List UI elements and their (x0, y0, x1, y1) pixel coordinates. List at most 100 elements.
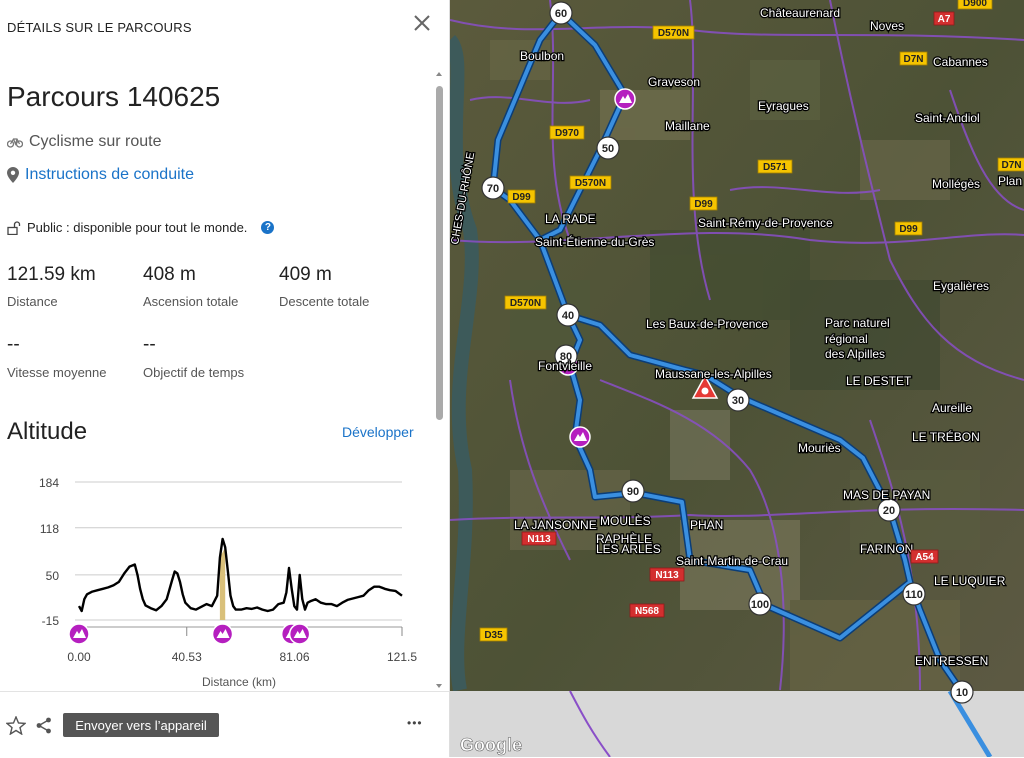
start-finish-warning-icon[interactable] (691, 374, 719, 399)
x-axis-title: Distance (km) (202, 675, 276, 689)
place-label: MOULÈS (600, 513, 651, 528)
road-shield: N113 (649, 567, 685, 582)
svg-text:110: 110 (905, 589, 923, 601)
highlight-area (219, 547, 226, 620)
svg-text:D570N: D570N (658, 28, 689, 39)
place-label: Saint-Étienne-du-Grès (535, 234, 654, 249)
km-marker: 40 (556, 303, 580, 327)
chart-y-axis: 184 118 50 -15 (39, 476, 59, 628)
chart-x-axis: 0.00 40.53 81.06 121.5 (67, 626, 417, 664)
map-labels: Châteaurenard Noves Cabannes Boulbon Graveso… (450, 0, 1024, 669)
y-tick-label: 118 (40, 522, 59, 536)
place-label: Parc naturel (825, 316, 890, 330)
time-goal-value: -- (143, 334, 156, 355)
more-options-icon[interactable]: ••• (407, 716, 423, 730)
road-shield: D970 (549, 125, 585, 140)
km-marker: 10 (950, 680, 974, 704)
road-shield: D99 (894, 221, 923, 236)
place-label: Châteaurenard (760, 6, 840, 20)
distance-value: 121.59 km (7, 264, 96, 285)
place-label: Maillane (665, 119, 710, 133)
svg-text:D7N: D7N (1001, 160, 1021, 171)
place-label: Noves (870, 19, 904, 33)
svg-text:N113: N113 (655, 570, 679, 581)
climb-marker[interactable] (68, 623, 90, 645)
place-label: Eyragues (758, 99, 809, 113)
panel-header: DÉTAILS SUR LE PARCOURS (7, 20, 192, 35)
star-icon[interactable] (6, 716, 26, 735)
x-tick-label: 0.00 (67, 650, 91, 664)
x-tick-label: 121.5 (387, 650, 417, 664)
privacy-status: Public : disponible pour tout le monde. … (7, 220, 275, 235)
climb-marker[interactable] (288, 623, 311, 645)
time-goal-label: Objectif de temps (143, 365, 245, 380)
km-marker: 20 (877, 498, 901, 522)
svg-text:60: 60 (555, 8, 567, 20)
place-label: LES ARLES (596, 542, 661, 556)
total-descent-value: 409 m (279, 264, 332, 285)
place-label: LE LUQUIER (934, 574, 1006, 588)
panel-scrollbar[interactable] (433, 70, 445, 690)
svg-text:D970: D970 (555, 128, 579, 139)
y-tick-label: 184 (39, 476, 59, 490)
send-to-device-button[interactable]: Envoyer vers l’appareil (63, 713, 219, 737)
svg-text:50: 50 (602, 143, 614, 155)
map-view[interactable]: 60 50 70 40 80 30 90 20 100 110 10 Châteaurenard No… (450, 0, 1024, 757)
road-shield: D7N (899, 51, 928, 66)
road-shield: D99 (689, 196, 718, 211)
svg-text:D35: D35 (484, 630, 503, 641)
km-marker: 90 (621, 479, 645, 503)
climb-marker[interactable] (211, 623, 234, 645)
total-ascent-value: 408 m (143, 264, 196, 285)
place-label: Saint-Martin-de-Crau (676, 554, 788, 568)
unlock-icon (7, 220, 21, 235)
km-marker: 60 (549, 1, 573, 25)
satellite-map[interactable]: 60 50 70 40 80 30 90 20 100 110 10 Châteaurenard No… (450, 0, 1024, 757)
place-label: Mouriès (798, 441, 841, 455)
average-speed-label: Vitesse moyenne (7, 365, 107, 380)
svg-text:D570N: D570N (510, 298, 541, 309)
map-pin-icon (7, 167, 19, 183)
km-markers: 60 50 70 40 80 30 90 20 100 110 10 (481, 1, 974, 704)
river (450, 35, 479, 692)
place-label: Mouriès (798, 441, 841, 455)
km-marker: 30 (726, 388, 750, 412)
place-label: LE TRÉBON (912, 429, 980, 444)
total-descent-label: Descente totale (279, 294, 370, 309)
route-title: Parcours 140625 (7, 81, 221, 112)
close-icon[interactable] (411, 12, 433, 34)
road-shield: D571 (757, 159, 793, 174)
elevation-chart: 184 118 50 -15 0.00 40.53 81.06 121.5 Distance… (39, 476, 417, 689)
svg-text:D570N: D570N (575, 178, 606, 189)
svg-text:80: 80 (560, 351, 572, 363)
help-icon[interactable]: ? (261, 221, 275, 234)
svg-text:10: 10 (956, 687, 968, 699)
scrollbar-thumb[interactable] (436, 86, 443, 420)
directions-link-label[interactable]: Instructions de conduite (25, 166, 194, 183)
place-label: Cabannes (933, 55, 988, 69)
share-icon[interactable] (36, 717, 52, 734)
place-label: RAPHÈLE (596, 531, 652, 546)
x-tick-label: 40.53 (172, 650, 202, 664)
svg-text:90: 90 (627, 486, 639, 498)
svg-text:30: 30 (732, 395, 744, 407)
road-shield: D570N (569, 175, 612, 190)
place-label: LA JANSONNE (514, 518, 597, 532)
activity-type-label: Cyclisme sur route (29, 133, 162, 150)
chart-highlight-segment (219, 547, 226, 620)
map-attribution: Google (460, 735, 522, 755)
place-label: Les Baux-de-Provence (646, 317, 768, 331)
expand-elevation-link[interactable]: Développer (342, 424, 414, 440)
place-label: Saint-Rémy-de-Provence (698, 216, 833, 230)
road-shield: D900 (957, 0, 993, 10)
place-label: FARINON (860, 542, 913, 556)
place-label: des Alpilles (825, 347, 885, 361)
place-label: Plan (998, 174, 1022, 188)
elevation-section-title: Altitude (7, 418, 88, 445)
road-shield: D7N (997, 157, 1024, 172)
road-shield: A7 (933, 11, 955, 26)
place-label: PHAN (690, 518, 723, 532)
svg-text:D571: D571 (763, 162, 787, 173)
directions-link[interactable]: Instructions de conduite (7, 166, 194, 184)
svg-text:70: 70 (487, 183, 499, 195)
